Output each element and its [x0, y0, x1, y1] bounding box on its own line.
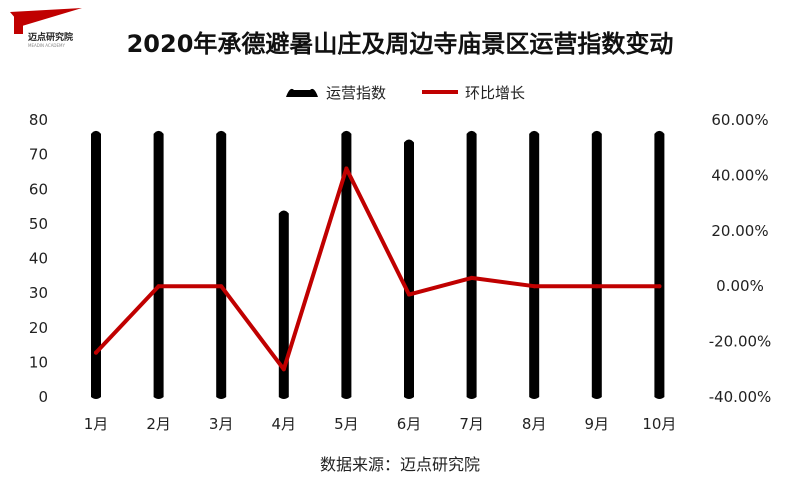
x-tick-label: 5月: [334, 415, 359, 433]
line-point: [407, 292, 411, 297]
x-tick-label: 7月: [459, 415, 484, 433]
left-tick-label: 20: [29, 319, 48, 337]
logo-tower-icon: [14, 14, 23, 34]
left-tick-label: 80: [29, 111, 48, 129]
growth-line: [94, 166, 662, 372]
line-point: [281, 367, 286, 372]
bar: [341, 130, 352, 399]
right-tick-label: -40.00%: [709, 388, 772, 406]
line-point: [219, 284, 224, 289]
logo-flag-icon: [10, 8, 82, 26]
right-tick-label: 0.00%: [716, 277, 764, 295]
line-point: [532, 284, 537, 289]
x-tick-label: 8月: [522, 415, 547, 433]
left-tick-label: 10: [29, 353, 48, 371]
bar: [404, 139, 414, 399]
legend-bar-swatch: [286, 88, 318, 97]
bar: [91, 130, 101, 399]
line-point: [156, 284, 161, 289]
bar: [153, 130, 164, 399]
logo-name: 迈点研究院: [28, 31, 73, 43]
left-tick-label: 40: [29, 250, 48, 268]
legend-line-label: 环比增长: [465, 84, 525, 102]
x-tick-label: 2月: [146, 415, 171, 433]
x-tick-label: 4月: [272, 415, 297, 433]
left-axis: 0 10 20 30 40 50 60 70 80: [29, 111, 48, 406]
left-tick-label: 30: [29, 284, 48, 302]
right-tick-label: 40.00%: [711, 166, 768, 184]
bar: [278, 210, 289, 399]
left-tick-label: 0: [38, 388, 48, 406]
logo: 迈点研究院 MEADIN ACADEMY: [10, 8, 82, 48]
line-point: [344, 166, 349, 171]
right-tick-label: -20.00%: [709, 333, 772, 351]
bar-series: [91, 130, 665, 399]
left-tick-label: 70: [29, 146, 48, 164]
line-point: [94, 350, 98, 355]
data-source: 数据来源：迈点研究院: [320, 455, 480, 474]
bar: [529, 130, 540, 399]
chart-title: 2020年承德避暑山庄及周边寺庙景区运营指数变动: [127, 30, 674, 58]
line-point: [657, 284, 662, 289]
right-axis: -40.00% -20.00% 0.00% 20.00% 40.00% 60.00%: [709, 111, 772, 406]
x-tick-label: 1月: [84, 415, 109, 433]
x-tick-label: 10月: [642, 415, 676, 433]
bar: [216, 130, 227, 399]
legend-bar-label: 运营指数: [326, 84, 386, 102]
x-tick-label: 3月: [209, 415, 234, 433]
left-tick-label: 60: [29, 180, 48, 198]
bar: [591, 130, 602, 399]
legend: 运营指数 环比增长: [286, 84, 525, 102]
x-tick-label: 9月: [585, 415, 610, 433]
right-tick-label: 60.00%: [711, 111, 768, 129]
right-tick-label: 20.00%: [711, 222, 768, 240]
line-point: [594, 284, 599, 289]
bar: [654, 130, 665, 399]
line-series: [94, 166, 662, 372]
x-tick-label: 6月: [397, 415, 422, 433]
logo-subtitle: MEADIN ACADEMY: [28, 43, 65, 48]
x-axis: 1月 2月 3月 4月 5月 6月 7月 8月 9月 10月: [84, 415, 677, 433]
left-tick-label: 50: [29, 215, 48, 233]
bar: [466, 130, 477, 399]
line-point: [469, 275, 474, 280]
